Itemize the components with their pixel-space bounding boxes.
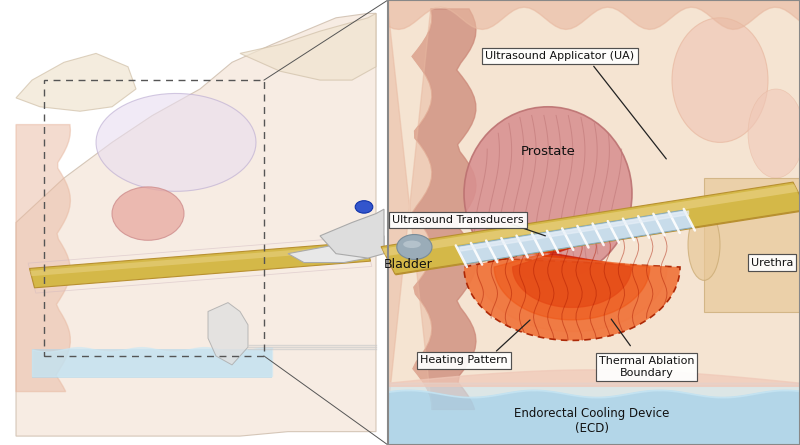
Polygon shape <box>513 228 631 307</box>
Text: Ultrasound Applicator (UA): Ultrasound Applicator (UA) <box>486 51 634 61</box>
Polygon shape <box>16 13 376 436</box>
Bar <box>704 178 800 312</box>
Ellipse shape <box>355 201 373 213</box>
Polygon shape <box>388 390 800 445</box>
Text: Heating Pattern: Heating Pattern <box>420 356 508 365</box>
Ellipse shape <box>464 107 632 280</box>
Polygon shape <box>464 223 680 340</box>
Ellipse shape <box>688 209 720 280</box>
Bar <box>44 80 264 356</box>
Polygon shape <box>16 125 70 392</box>
Text: Bladder: Bladder <box>384 258 432 271</box>
Polygon shape <box>208 303 248 365</box>
Polygon shape <box>30 242 370 288</box>
Bar <box>0 0 388 445</box>
Text: Endorectal Cooling Device
(ECD): Endorectal Cooling Device (ECD) <box>514 407 670 434</box>
Polygon shape <box>96 93 256 191</box>
Text: Urethra: Urethra <box>751 258 793 267</box>
Polygon shape <box>382 184 798 256</box>
Polygon shape <box>393 206 800 275</box>
Ellipse shape <box>112 187 184 240</box>
Polygon shape <box>320 209 384 258</box>
Ellipse shape <box>397 235 432 259</box>
Polygon shape <box>477 222 667 332</box>
Bar <box>32 349 272 378</box>
Ellipse shape <box>403 241 421 248</box>
Polygon shape <box>381 182 800 274</box>
Ellipse shape <box>672 18 768 142</box>
Text: Thermal Ablation
Boundary: Thermal Ablation Boundary <box>598 356 694 378</box>
Text: Prostate: Prostate <box>521 145 575 158</box>
Text: Ultrasound Transducers: Ultrasound Transducers <box>392 215 523 225</box>
Polygon shape <box>456 210 694 264</box>
Polygon shape <box>388 9 432 409</box>
Bar <box>388 0 800 445</box>
Polygon shape <box>412 9 476 409</box>
Ellipse shape <box>748 89 800 178</box>
Polygon shape <box>494 225 650 320</box>
Polygon shape <box>16 53 136 111</box>
Polygon shape <box>288 236 384 263</box>
Polygon shape <box>240 13 376 80</box>
Bar <box>388 0 800 445</box>
Polygon shape <box>30 244 367 276</box>
